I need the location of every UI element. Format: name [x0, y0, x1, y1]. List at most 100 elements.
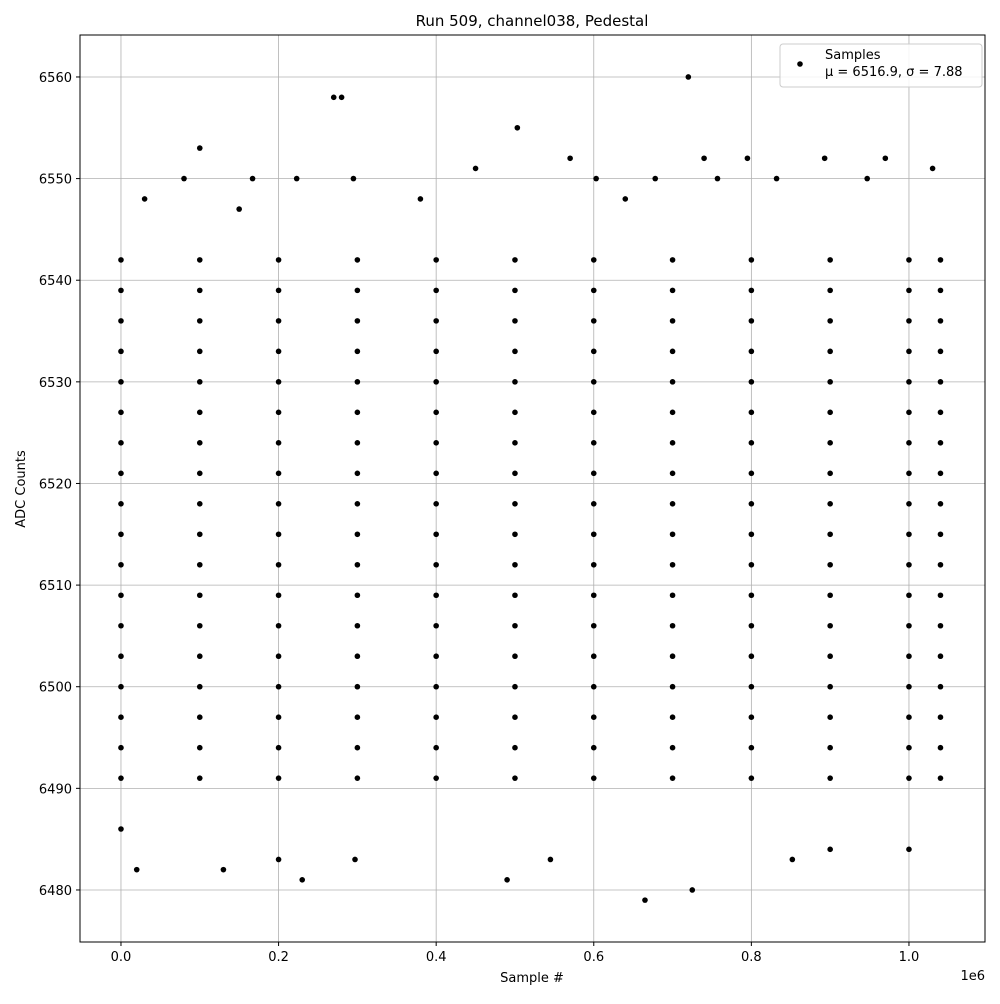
point: [118, 318, 124, 324]
point: [433, 561, 439, 568]
point: [354, 500, 361, 507]
point: [748, 348, 755, 355]
point: [354, 714, 361, 721]
point: [827, 531, 833, 538]
point: [512, 500, 518, 507]
point: [275, 379, 282, 385]
legend-box: [779, 43, 983, 88]
point: [590, 775, 597, 781]
point: [433, 531, 439, 538]
point: [433, 592, 439, 599]
point: [354, 318, 361, 324]
plot-frame: [79, 34, 986, 943]
point: [906, 683, 912, 690]
point: [354, 348, 361, 355]
point: [590, 440, 597, 446]
y-tick-label: 6500: [39, 681, 72, 696]
point: [433, 744, 439, 751]
point: [514, 124, 521, 131]
point: [622, 196, 629, 202]
point: [196, 500, 203, 507]
point: [937, 561, 944, 568]
point: [937, 683, 944, 690]
point: [748, 470, 755, 477]
point: [196, 561, 203, 568]
point: [827, 561, 833, 568]
point: [748, 775, 755, 781]
point: [196, 683, 203, 690]
point: [512, 470, 518, 477]
point: [882, 155, 889, 162]
point: [118, 440, 124, 446]
point: [118, 257, 124, 263]
point: [275, 561, 282, 568]
point: [937, 653, 944, 660]
point: [937, 775, 944, 781]
point: [433, 440, 439, 446]
point: [906, 744, 912, 751]
point: [827, 683, 833, 690]
point: [827, 744, 833, 751]
point: [472, 165, 479, 172]
x-tick-label: 0.0: [111, 950, 132, 965]
point: [275, 318, 282, 324]
point: [937, 470, 944, 477]
point: [827, 714, 833, 721]
point: [590, 287, 597, 294]
point: [118, 561, 124, 568]
point: [906, 470, 912, 477]
point: [906, 287, 912, 294]
point: [669, 622, 676, 629]
point: [196, 318, 203, 324]
point: [669, 379, 676, 385]
x-tick-label: 0.4: [426, 950, 447, 965]
point: [748, 561, 755, 568]
y-tick-label: 6530: [39, 376, 72, 391]
point: [590, 409, 597, 416]
point: [196, 257, 203, 263]
point: [512, 287, 518, 294]
legend-stats: μ = 6516.9, σ = 7.88: [825, 65, 963, 80]
y-tick-label: 6490: [39, 782, 72, 797]
point: [827, 379, 833, 385]
point: [220, 866, 227, 873]
point: [196, 409, 203, 416]
point: [512, 440, 518, 446]
x-tick-label: 1.0: [899, 950, 920, 965]
point: [512, 622, 518, 629]
point: [433, 287, 439, 294]
point: [196, 622, 203, 629]
point: [504, 877, 510, 883]
point: [433, 683, 439, 690]
point: [590, 348, 597, 355]
point: [590, 561, 597, 568]
point: [827, 500, 833, 507]
point: [937, 622, 944, 629]
point: [748, 257, 755, 263]
point: [906, 500, 912, 507]
point: [669, 561, 676, 568]
point: [275, 348, 282, 355]
point: [937, 440, 944, 446]
point: [748, 531, 755, 538]
point: [827, 622, 833, 629]
point: [906, 409, 912, 416]
point: [689, 887, 696, 893]
point: [354, 592, 361, 599]
point: [196, 379, 203, 385]
point: [827, 653, 833, 660]
point: [330, 94, 337, 101]
point: [827, 257, 833, 263]
point: [669, 409, 676, 416]
point: [275, 531, 282, 538]
point: [906, 653, 912, 660]
point: [669, 470, 676, 477]
point: [354, 287, 361, 294]
point: [512, 744, 518, 751]
point: [906, 622, 912, 629]
point: [118, 531, 124, 538]
point: [196, 440, 203, 446]
point: [118, 470, 124, 477]
point: [118, 287, 124, 294]
point: [275, 744, 282, 751]
